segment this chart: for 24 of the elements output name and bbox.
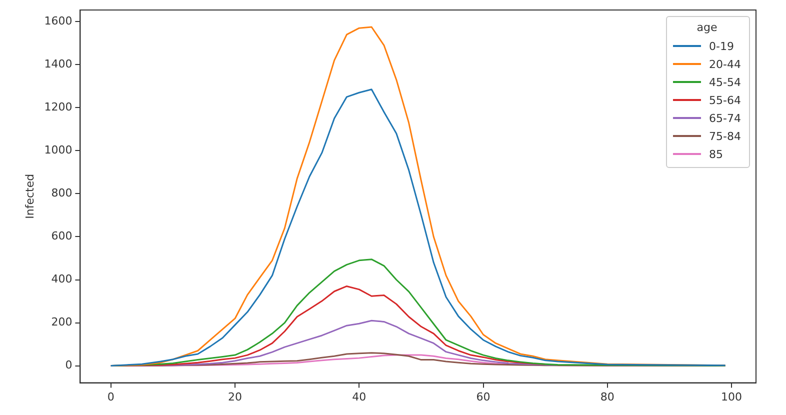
legend-label: 85 (709, 148, 724, 160)
y-tick-label: 800 (51, 186, 72, 200)
y-tick-label: 1000 (44, 144, 72, 157)
legend-label: 20-44 (709, 58, 741, 70)
legend-label: 65-74 (709, 112, 741, 124)
x-tick-label: 20 (228, 390, 242, 404)
y-tick-label: 400 (51, 272, 72, 286)
legend-label: 55-64 (709, 94, 741, 106)
legend-label: 45-54 (709, 76, 741, 88)
y-tick-label: 1200 (44, 100, 72, 114)
y-tick-label: 1400 (44, 58, 72, 70)
y-tick-label: 0 (65, 358, 72, 372)
legend-label: 0-19 (709, 40, 734, 52)
y-tick-label: 200 (51, 316, 72, 329)
x-tick-label: 100 (720, 390, 742, 404)
x-tick-label: 40 (352, 390, 366, 404)
legend-title: age (696, 21, 718, 34)
y-axis-title: Infected (23, 174, 36, 219)
legend-label: 75-84 (709, 130, 741, 142)
y-tick-label: 1600 (44, 14, 72, 28)
x-tick-label: 60 (476, 390, 490, 404)
x-tick-label: 0 (107, 390, 114, 404)
x-tick-label: 80 (600, 390, 614, 404)
y-tick-label: 600 (51, 230, 72, 243)
